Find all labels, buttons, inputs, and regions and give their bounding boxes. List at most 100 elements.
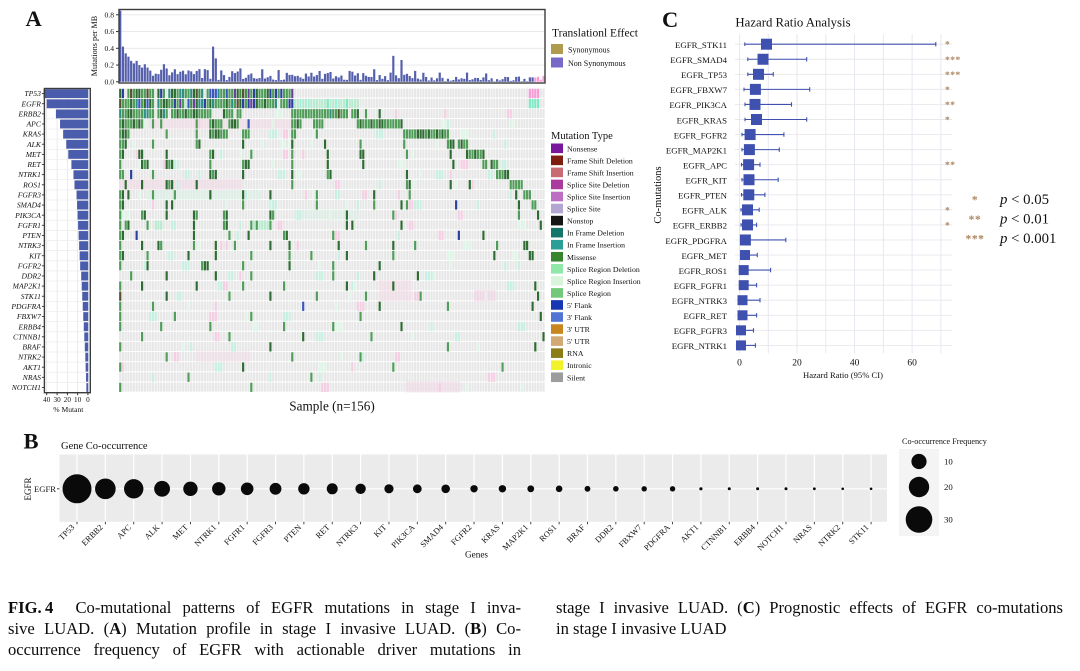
svg-text:In Frame Deletion: In Frame Deletion bbox=[567, 229, 624, 238]
svg-text:TP53: TP53 bbox=[24, 89, 41, 98]
svg-text:40: 40 bbox=[850, 359, 860, 369]
svg-text:RET: RET bbox=[314, 523, 332, 541]
svg-text:Co-occurrence Frequency: Co-occurrence Frequency bbox=[902, 437, 988, 446]
svg-text:AKT1: AKT1 bbox=[22, 363, 41, 372]
svg-text:FGFR3: FGFR3 bbox=[17, 191, 41, 200]
svg-text:Synonymous: Synonymous bbox=[568, 46, 610, 55]
svg-text:0.6: 0.6 bbox=[105, 27, 115, 36]
svg-text:ROS1: ROS1 bbox=[538, 523, 559, 544]
svg-text:NRAS: NRAS bbox=[22, 373, 41, 382]
svg-text:EGFR_PDGFRA: EGFR_PDGFRA bbox=[665, 236, 727, 246]
svg-text:MAP2K1: MAP2K1 bbox=[12, 282, 41, 291]
svg-text:NTRK2: NTRK2 bbox=[817, 523, 842, 548]
svg-text:ALK: ALK bbox=[143, 523, 162, 542]
svg-text:*: * bbox=[945, 86, 950, 96]
svg-text:Mutations per MB: Mutations per MB bbox=[90, 15, 99, 76]
svg-text:FGFR2: FGFR2 bbox=[17, 261, 41, 270]
svg-text:10: 10 bbox=[74, 396, 82, 404]
svg-text:Gene Co-occurrence: Gene Co-occurrence bbox=[61, 441, 148, 452]
svg-text:FGFR3: FGFR3 bbox=[251, 523, 275, 547]
svg-text:ERBB2: ERBB2 bbox=[80, 523, 105, 548]
svg-text:Co-mutations: Co-mutations bbox=[653, 166, 664, 223]
svg-text:FBXW7: FBXW7 bbox=[16, 312, 42, 321]
svg-text:EGFR_TP53: EGFR_TP53 bbox=[681, 70, 728, 80]
svg-text:KIT: KIT bbox=[372, 523, 388, 539]
svg-text:Translationl Effect: Translationl Effect bbox=[552, 28, 639, 40]
svg-text:0.0: 0.0 bbox=[105, 77, 115, 86]
svg-text:ROS1: ROS1 bbox=[22, 180, 41, 189]
svg-text:DDR2: DDR2 bbox=[593, 523, 615, 545]
svg-text:60: 60 bbox=[907, 359, 917, 369]
svg-text:*: * bbox=[945, 206, 950, 216]
svg-text:Nonstop: Nonstop bbox=[567, 217, 594, 226]
svg-text:20: 20 bbox=[64, 396, 72, 404]
svg-text:ERBB4: ERBB4 bbox=[732, 522, 757, 547]
svg-text:NTRK1: NTRK1 bbox=[17, 170, 41, 179]
svg-text:20: 20 bbox=[944, 482, 953, 492]
svg-text:**: ** bbox=[945, 101, 956, 111]
svg-text:C: C bbox=[662, 7, 678, 32]
svg-text:RET: RET bbox=[26, 160, 41, 169]
svg-text:30: 30 bbox=[54, 396, 62, 404]
svg-text:EGFR_RET: EGFR_RET bbox=[684, 311, 728, 321]
svg-text:A: A bbox=[26, 6, 43, 31]
svg-text:EGFR_ROS1: EGFR_ROS1 bbox=[679, 266, 727, 276]
svg-text:KIT: KIT bbox=[28, 251, 42, 260]
svg-text:0.4: 0.4 bbox=[105, 44, 115, 53]
svg-text:APC: APC bbox=[115, 523, 133, 541]
svg-text:% Mutant: % Mutant bbox=[53, 405, 84, 414]
svg-text:EGFR_ERBB2: EGFR_ERBB2 bbox=[673, 221, 727, 231]
svg-text:Splice Site: Splice Site bbox=[567, 205, 601, 214]
svg-text:Nonsense: Nonsense bbox=[567, 144, 598, 153]
svg-text:EGFR_MET: EGFR_MET bbox=[682, 251, 728, 261]
svg-text:Splice Region Deletion: Splice Region Deletion bbox=[567, 265, 640, 274]
svg-text:NTRK3: NTRK3 bbox=[335, 523, 360, 548]
svg-text:Hazard Ratio (95% CI): Hazard Ratio (95% CI) bbox=[803, 370, 883, 380]
svg-text:20: 20 bbox=[792, 359, 802, 369]
svg-text:PTEN: PTEN bbox=[282, 523, 303, 544]
svg-text:B: B bbox=[24, 429, 39, 454]
svg-text:NTRK3: NTRK3 bbox=[17, 241, 41, 250]
svg-text:EGFR_APC: EGFR_APC bbox=[683, 160, 727, 170]
svg-text:*: * bbox=[945, 116, 950, 126]
svg-text:Splice Region Insertion: Splice Region Insertion bbox=[567, 277, 641, 286]
svg-text:5' UTR: 5' UTR bbox=[567, 337, 591, 346]
svg-text:PIK3CA: PIK3CA bbox=[390, 523, 417, 550]
svg-text:PDGFRA: PDGFRA bbox=[642, 523, 672, 553]
svg-text:EGFR_MAP2K1: EGFR_MAP2K1 bbox=[666, 145, 727, 155]
svg-text:BRAF: BRAF bbox=[565, 523, 587, 545]
svg-text:EGFR: EGFR bbox=[34, 484, 56, 494]
svg-text:SMAD4: SMAD4 bbox=[17, 201, 41, 210]
svg-text:KRAS: KRAS bbox=[480, 523, 502, 545]
svg-text:***: *** bbox=[945, 56, 961, 66]
svg-text:In Frame Insertion: In Frame Insertion bbox=[567, 241, 625, 250]
svg-text:3' Flank: 3' Flank bbox=[567, 313, 592, 322]
svg-text:30: 30 bbox=[944, 515, 953, 525]
svg-text:*: * bbox=[945, 221, 950, 231]
svg-text:DDR2: DDR2 bbox=[20, 272, 41, 281]
svg-text:EGFR: EGFR bbox=[20, 99, 41, 108]
svg-text:*: * bbox=[945, 41, 950, 51]
svg-text:NOTCH1: NOTCH1 bbox=[756, 523, 786, 553]
svg-text:EGFR_STK11: EGFR_STK11 bbox=[675, 40, 727, 50]
svg-text:EGFR_PIK3CA: EGFR_PIK3CA bbox=[669, 100, 727, 110]
svg-text:STK11: STK11 bbox=[847, 523, 870, 546]
svg-text:EGFR_SMAD4: EGFR_SMAD4 bbox=[670, 55, 727, 65]
svg-text:5' Flank: 5' Flank bbox=[567, 301, 592, 310]
svg-text:EGFR_PTEN: EGFR_PTEN bbox=[678, 191, 728, 201]
svg-text:p < 0.01: p < 0.01 bbox=[999, 212, 1049, 228]
svg-text:MAP2K1: MAP2K1 bbox=[501, 523, 530, 552]
svg-text:**: ** bbox=[969, 214, 982, 226]
svg-text:***: *** bbox=[965, 234, 984, 246]
svg-text:SMAD4: SMAD4 bbox=[419, 522, 446, 549]
svg-text:CTNNB1: CTNNB1 bbox=[699, 523, 728, 552]
svg-text:PTEN: PTEN bbox=[21, 231, 42, 240]
svg-text:FGFR1: FGFR1 bbox=[17, 221, 41, 230]
svg-text:Splice Site Insertion: Splice Site Insertion bbox=[567, 193, 630, 202]
svg-text:EGFR_FGFR1: EGFR_FGFR1 bbox=[674, 281, 727, 291]
svg-text:EGFR_NTRK3: EGFR_NTRK3 bbox=[672, 296, 728, 306]
svg-text:*: * bbox=[972, 195, 978, 207]
svg-text:***: *** bbox=[945, 71, 961, 81]
svg-text:PIK3CA: PIK3CA bbox=[14, 211, 41, 220]
svg-text:RNA: RNA bbox=[567, 349, 584, 358]
